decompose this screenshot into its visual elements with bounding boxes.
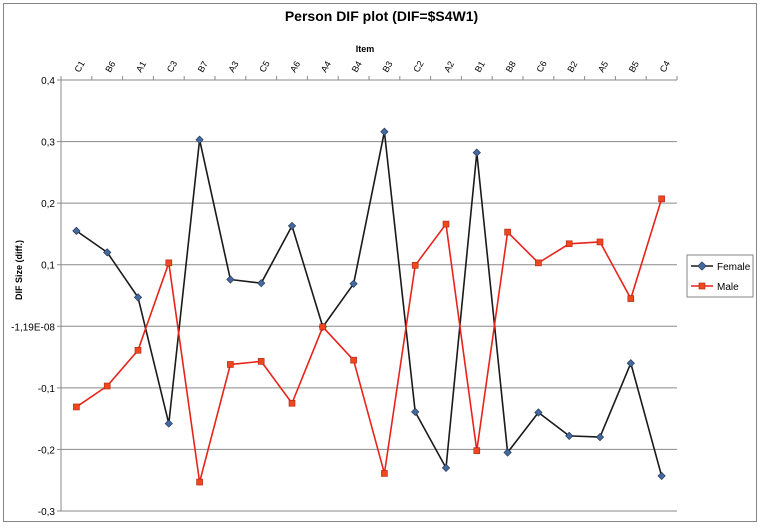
x-tick-label: B3 (380, 59, 394, 74)
y-axis-title: DIF Size (diff.) (14, 240, 24, 300)
y-tick-label: 0,1 (41, 261, 55, 272)
data-point-male (288, 399, 296, 407)
series-line-male (75, 198, 663, 483)
data-point-female (133, 293, 143, 302)
data-point-female (380, 127, 389, 136)
x-tick-label: A1 (134, 59, 148, 74)
x-tick-label: B2 (565, 59, 579, 74)
data-point-female (257, 279, 266, 288)
data-point-male (350, 356, 357, 364)
x-tick-label: B7 (196, 59, 210, 74)
x-tick-label: A5 (596, 59, 610, 74)
data-point-male (257, 358, 265, 365)
data-point-female (349, 279, 358, 288)
legend: Female Male (686, 254, 754, 298)
x-tick-label: B6 (103, 59, 117, 74)
data-point-male (73, 403, 80, 411)
x-tick-label: A6 (288, 59, 302, 74)
y-tick-label: -1,19E-08 (11, 322, 55, 333)
data-point-female (164, 419, 173, 428)
x-axis-title: Item (356, 44, 375, 54)
data-point-female (657, 471, 666, 481)
x-tick-label: C3 (165, 59, 179, 74)
data-point-male (596, 238, 604, 246)
data-point-female (226, 275, 235, 284)
series-layer (72, 127, 666, 486)
data-point-female (626, 359, 635, 368)
data-point-female (411, 407, 420, 416)
y-tick-label: -0,3 (38, 507, 56, 518)
data-point-male (319, 323, 327, 331)
x-tick-label: C1 (72, 59, 86, 74)
data-point-male (103, 382, 111, 390)
data-point-female (472, 148, 481, 157)
data-point-female (72, 226, 81, 235)
y-tick-label: -0,1 (38, 384, 56, 395)
data-point-female (595, 433, 605, 442)
y-tick-label: 0,2 (41, 199, 55, 210)
x-tick-label: A2 (442, 59, 456, 74)
data-point-female (565, 431, 574, 440)
chart-title: Person DIF plot (DIF=$S4W1) (284, 8, 479, 24)
data-point-male (134, 346, 142, 354)
axis-layer: -0,3 -0,2 -0,1 -1,19E-08 0,1 0,2 0,3 0,4 C1 B6 A1 C… (11, 59, 678, 518)
data-point-male (535, 259, 542, 267)
data-point-male (565, 240, 573, 248)
data-point-male (227, 361, 234, 368)
legend-label-male: Male (717, 282, 739, 293)
x-tick-label: A4 (319, 59, 333, 74)
data-point-female (503, 448, 512, 457)
data-point-female (441, 463, 451, 473)
legend-marker-male (698, 282, 706, 290)
grid-layer (61, 79, 677, 512)
x-tick-label: B8 (504, 59, 518, 74)
chart-frame (3, 3, 757, 522)
data-point-female (103, 248, 112, 257)
data-point-male (411, 262, 419, 269)
data-point-female (534, 408, 543, 417)
data-point-male (442, 220, 450, 228)
legend-marker-female (697, 261, 707, 271)
data-point-male (504, 228, 511, 236)
legend-box (686, 254, 754, 298)
x-tick-label: C6 (534, 59, 548, 74)
y-tick-label: 0,4 (41, 76, 55, 87)
data-point-female (287, 221, 297, 231)
x-tick-label: C5 (257, 59, 271, 74)
x-tick-label: A3 (226, 59, 240, 74)
x-tick-label: C2 (411, 59, 425, 74)
legend-label-female: Female (717, 262, 751, 273)
data-point-male (196, 478, 203, 486)
data-point-male (627, 295, 635, 302)
data-point-male (381, 470, 388, 477)
x-tick-label: B1 (473, 59, 487, 74)
y-tick-label: -0,2 (38, 445, 56, 456)
x-tick-label: B5 (627, 59, 641, 74)
data-point-male (165, 259, 173, 267)
data-point-female (195, 135, 204, 144)
x-tick-label: C4 (658, 59, 672, 74)
series-line-female (75, 130, 663, 477)
y-tick-label: 0,3 (41, 138, 55, 149)
data-point-male (473, 447, 481, 454)
x-tick-label: B4 (350, 59, 364, 74)
data-point-male (658, 195, 665, 203)
